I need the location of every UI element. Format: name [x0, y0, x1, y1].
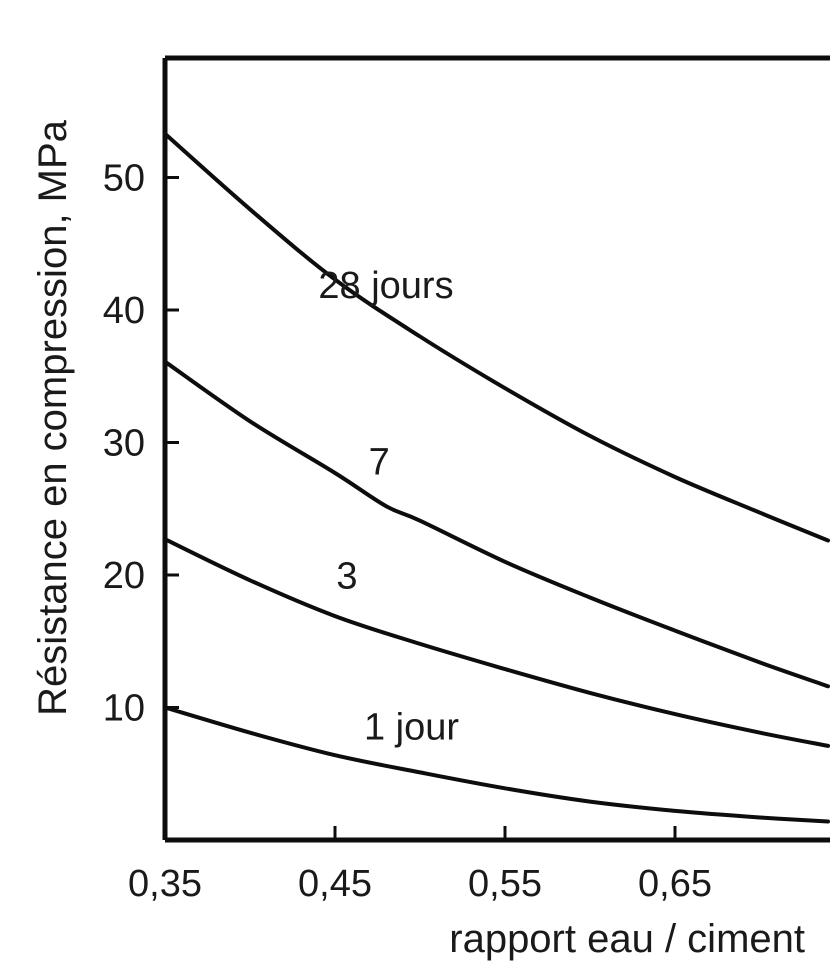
curve-label: 7 — [369, 441, 390, 483]
y-tick-label: 40 — [103, 290, 145, 332]
x-tick-label: 0,55 — [468, 863, 542, 905]
x-tick-label: 0,65 — [638, 863, 712, 905]
ticks: 0,35 0,45 0,55 0,65 10 20 30 40 50 — [103, 158, 712, 906]
y-axis-title: Résistance en compression, MPa — [31, 119, 75, 716]
y-tick-label: 20 — [103, 555, 145, 597]
x-axis-title: rapport eau / ciment — [449, 917, 805, 961]
y-tick-label: 10 — [103, 688, 145, 730]
y-tick-label: 30 — [103, 423, 145, 465]
curve-label: 3 — [336, 555, 357, 597]
curve-1-jour — [163, 705, 830, 824]
curve-labels: 28 jours 7 3 1 jour — [318, 265, 459, 748]
axes — [162, 55, 830, 843]
curves — [163, 131, 830, 824]
curve-28-jours — [163, 131, 830, 543]
curve-label: 28 jours — [318, 265, 453, 307]
curve-7 — [163, 359, 830, 689]
curve-3 — [163, 537, 830, 748]
x-tick-label: 0,35 — [128, 863, 202, 905]
x-tick-label: 0,45 — [298, 863, 372, 905]
curve-label: 1 jour — [364, 706, 459, 748]
y-tick-label: 50 — [103, 158, 145, 200]
